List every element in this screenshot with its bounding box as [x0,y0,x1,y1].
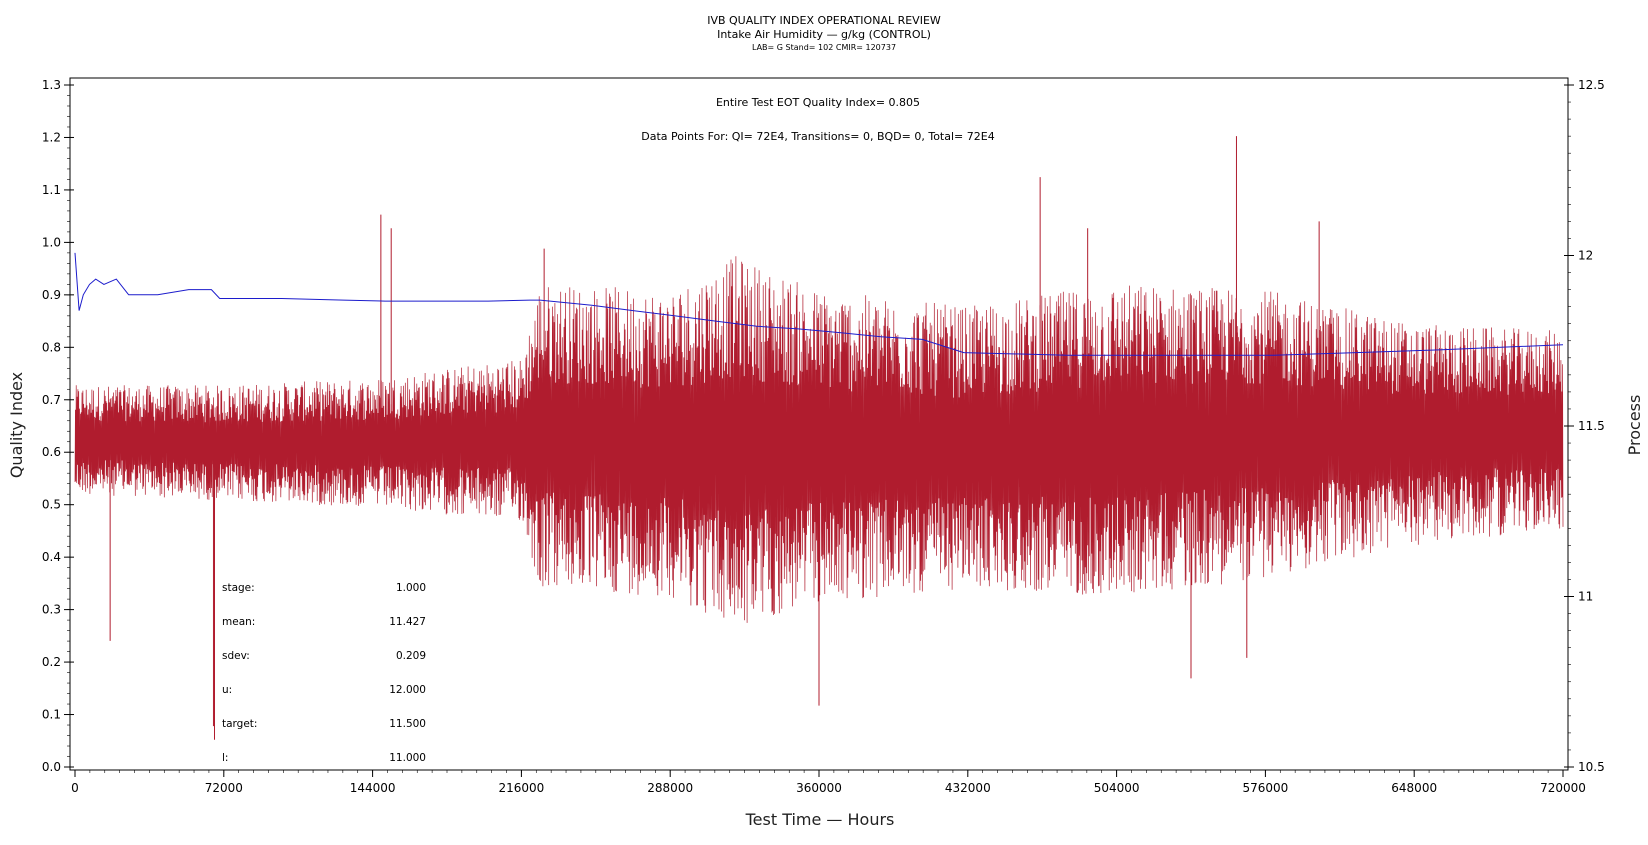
x-tick-label: 288000 [647,781,693,795]
x-tick-label: 432000 [945,781,991,795]
quality-index-line [74,252,1564,356]
y-tick-label: 0.5 [42,498,61,512]
x-tick-label: 72000 [205,781,243,795]
x-tick-label: 504000 [1094,781,1140,795]
x-axis-label: Test Time — Hours [745,810,895,829]
x-tick-label: 576000 [1242,781,1288,795]
stat-label: u: [222,684,233,696]
y-tick-label: 1.2 [42,130,61,144]
axis-ticks: 0.0 0.1 0.2 0.3 0.4 0.5 0.6 0.7 0.8 0.9 1.0 1.1 1.2 1… [42,78,1605,795]
stat-label: l: [222,752,229,764]
quality-index-series [74,252,1564,356]
x-tick-label: 144000 [350,781,396,795]
eot-annotation: Entire Test EOT Quality Index= 0.805 [716,96,920,109]
y-tick-label: 0.2 [42,655,61,669]
y2-tick-label: 12 [1578,249,1593,263]
points-annotation: Data Points For: QI= 72E4, Transitions= … [641,130,994,143]
y-tick-label: 1.1 [42,183,61,197]
stat-value: 12.000 [389,684,426,696]
y-axis-label: Quality Index [7,372,26,478]
y2-tick-label: 11.5 [1578,419,1605,433]
stat-value: 1.000 [395,582,426,594]
stat-value: 0.209 [395,650,426,662]
y-tick-label: 0.1 [42,708,61,722]
x-tick-label: 216000 [498,781,544,795]
chart-info: LAB= G Stand= 102 CMIR= 120737 [751,43,897,52]
y2-axis-label: Process [1625,395,1644,456]
x-tick-label: 360000 [796,781,842,795]
stat-label: target: [222,718,258,730]
process-series [74,136,1564,740]
y2-tick-label: 12.5 [1578,78,1605,92]
x-tick-label: 648000 [1391,781,1437,795]
stat-label: mean: [222,616,256,628]
stat-value: 11.500 [389,718,426,730]
y-tick-label: 1.0 [42,235,61,249]
y-tick-label: 0.3 [42,603,61,617]
stat-value: 11.000 [389,752,426,764]
chart-subtitle: Intake Air Humidity — g/kg (CONTROL) [717,28,931,41]
chart-title: IVB QUALITY INDEX OPERATIONAL REVIEW [707,14,941,27]
y2-tick-label: 10.5 [1578,760,1605,774]
y-tick-label: 1.3 [42,78,61,92]
y-tick-label: 0.7 [42,393,61,407]
x-tick-label: 0 [71,781,79,795]
y-tick-label: 0.6 [42,445,61,459]
stat-label: sdev: [222,650,250,662]
x-tick-label: 720000 [1540,781,1586,795]
stat-label: stage: [222,582,255,594]
y-tick-label: 0.8 [42,340,61,354]
y-tick-label: 0.4 [42,550,61,564]
y-tick-label: 0.0 [42,760,61,774]
y2-tick-label: 11 [1578,590,1593,604]
stat-value: 11.427 [389,616,426,628]
y-tick-label: 0.9 [42,288,61,302]
